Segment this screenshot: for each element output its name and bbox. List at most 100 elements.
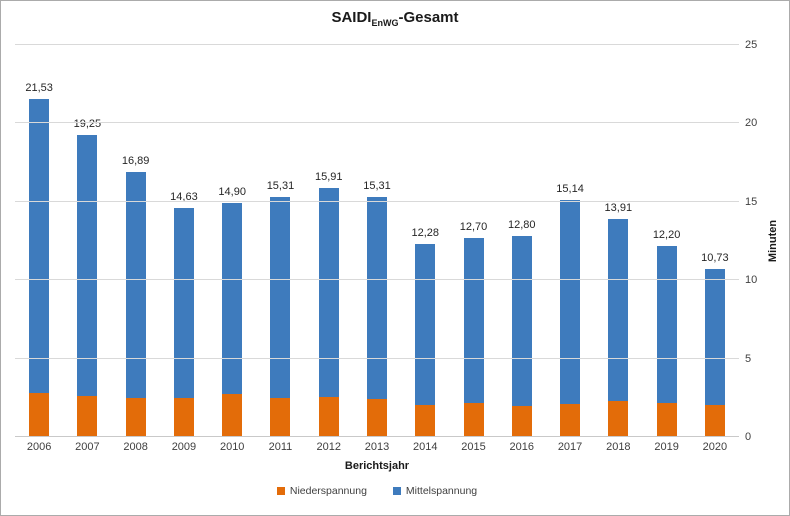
bar-stack-2007 [77,135,98,437]
bar-mittelspannung-2010 [222,203,243,395]
gridline-20 [15,122,739,124]
x-tick-label-2009: 2009 [171,441,197,453]
bar-stack-2009 [173,207,194,437]
bar-mittelspannung-2011 [270,196,291,398]
x-tick-label-2007: 2007 [75,441,100,453]
bar-value-label-2011: 15,31 [266,179,295,192]
chart-title: SAIDIEnWG-Gesamt [1,9,789,28]
y-tick-label-15: 15 [745,195,758,208]
bar-group-2009: 14,63 [160,45,208,437]
gridline-25 [15,44,739,45]
legend-swatch-mittelspannung [392,487,401,495]
bar-value-label-2018: 13,91 [604,201,633,214]
bar-group-2013: 15,31 [353,45,401,437]
plot-area: 21,53 19,25 16,89 14,63 14,90 15,31 15,91 15,31… [15,44,739,437]
bar-group-2010: 14,90 [208,45,256,437]
bar-mittelspannung-2020 [704,268,725,406]
bars-row: 21,53 19,25 16,89 14,63 14,90 15,31 15,91 15,31… [15,45,739,437]
chart-title-suffix: -Gesamt [398,9,459,26]
bar-group-2008: 16,89 [112,45,160,437]
bar-niederspannung-2010 [222,394,243,437]
x-tick-label-2015: 2015 [461,441,486,453]
legend-swatch-niederspannung [276,487,285,495]
bar-group-2006: 21,53 [15,45,63,437]
bar-niederspannung-2019 [656,403,677,437]
bar-mittelspannung-2019 [656,245,677,404]
chart-title-subscript: EnWG [371,18,399,28]
bar-stack-2011 [270,196,291,437]
bar-niederspannung-2012 [318,397,339,437]
x-tick-label-2006: 2006 [26,441,52,453]
bar-mittelspannung-2017 [560,199,581,405]
gridline-0 [15,436,739,437]
y-tick-label-0: 0 [745,431,752,443]
bar-stack-2010 [222,203,243,437]
y-axis-title-text: Minuten [767,219,780,263]
bar-stack-2019 [656,245,677,437]
y-tick-label-5: 5 [745,352,752,365]
y-tick-label-20: 20 [745,117,758,130]
bar-niederspannung-2017 [560,404,581,437]
bar-stack-2016 [511,236,532,437]
bar-mittelspannung-2018 [608,218,629,402]
bar-value-label-2015: 12,70 [459,220,488,233]
x-tick-label-2010: 2010 [219,441,245,453]
y-axis-title: Minuten [759,45,787,437]
bar-stack-2013 [366,196,387,437]
legend-label-niederspannung: Niederspannung [289,485,367,497]
bar-value-label-2010: 14,90 [218,186,246,199]
bar-stack-2006 [29,99,50,437]
x-tick-label-2017: 2017 [557,441,583,453]
bar-value-label-2014: 12,28 [411,227,440,240]
bar-value-label-2013: 15,31 [363,179,391,192]
gridline-15 [15,200,739,202]
bar-niederspannung-2014 [415,404,436,437]
bar-mittelspannung-2015 [463,237,484,403]
bar-mittelspannung-2008 [125,172,146,399]
bar-niederspannung-2020 [704,405,725,437]
bar-niederspannung-2018 [608,401,629,437]
bar-stack-2017 [560,199,581,437]
bar-niederspannung-2015 [463,402,484,437]
x-tick-label-2013: 2013 [364,441,390,453]
bar-niederspannung-2013 [366,399,387,437]
bar-stack-2012 [318,187,339,437]
bar-niederspannung-2007 [77,395,98,437]
bar-niederspannung-2006 [29,392,50,437]
bar-stack-2008 [125,172,146,437]
x-tick-label-2019: 2019 [654,441,679,453]
bar-group-2015: 12,70 [449,45,497,437]
legend-item-niederspannung: Niederspannung [276,485,367,497]
x-tick-label-2020: 2020 [702,441,728,453]
bar-mittelspannung-2009 [173,207,194,398]
bar-group-2017: 15,14 [546,45,594,437]
y-axis-ticks: 0 5 10 15 20 25 [745,39,771,443]
bar-value-label-2006: 21,53 [25,82,53,95]
x-axis-ticks: 2006 2007 2008 2009 2010 2011 2012 2013 2014 2015… [15,441,739,453]
bar-group-2012: 15,91 [305,45,353,437]
bar-stack-2020 [704,268,725,437]
bar-value-label-2017: 15,14 [556,182,584,195]
bar-stack-2018 [608,218,629,437]
bar-mittelspannung-2012 [318,187,339,398]
bar-value-label-2019: 12,20 [652,228,681,241]
legend-label-mittelspannung: Mittelspannung [405,485,478,497]
bar-mittelspannung-2013 [366,196,387,400]
bar-group-2007: 19,25 [63,45,111,437]
legend-item-mittelspannung: Mittelspannung [392,485,478,497]
x-tick-label-2011: 2011 [268,441,293,453]
x-tick-label-2018: 2018 [606,441,631,453]
bar-value-label-2020: 10,73 [701,251,729,264]
bar-group-2018: 13,91 [594,45,642,437]
bar-group-2016: 12,80 [498,45,546,437]
bar-mittelspannung-2007 [77,135,98,396]
bar-value-label-2012: 15,91 [314,170,343,183]
x-tick-label-2012: 2012 [316,441,341,453]
bar-value-label-2007: 19,25 [73,118,102,131]
bar-mittelspannung-2014 [415,244,436,405]
chart-title-prefix: SAIDI [331,9,372,26]
bar-mittelspannung-2016 [511,236,532,406]
gridline-5 [15,357,739,359]
bar-group-2020: 10,73 [691,45,739,437]
